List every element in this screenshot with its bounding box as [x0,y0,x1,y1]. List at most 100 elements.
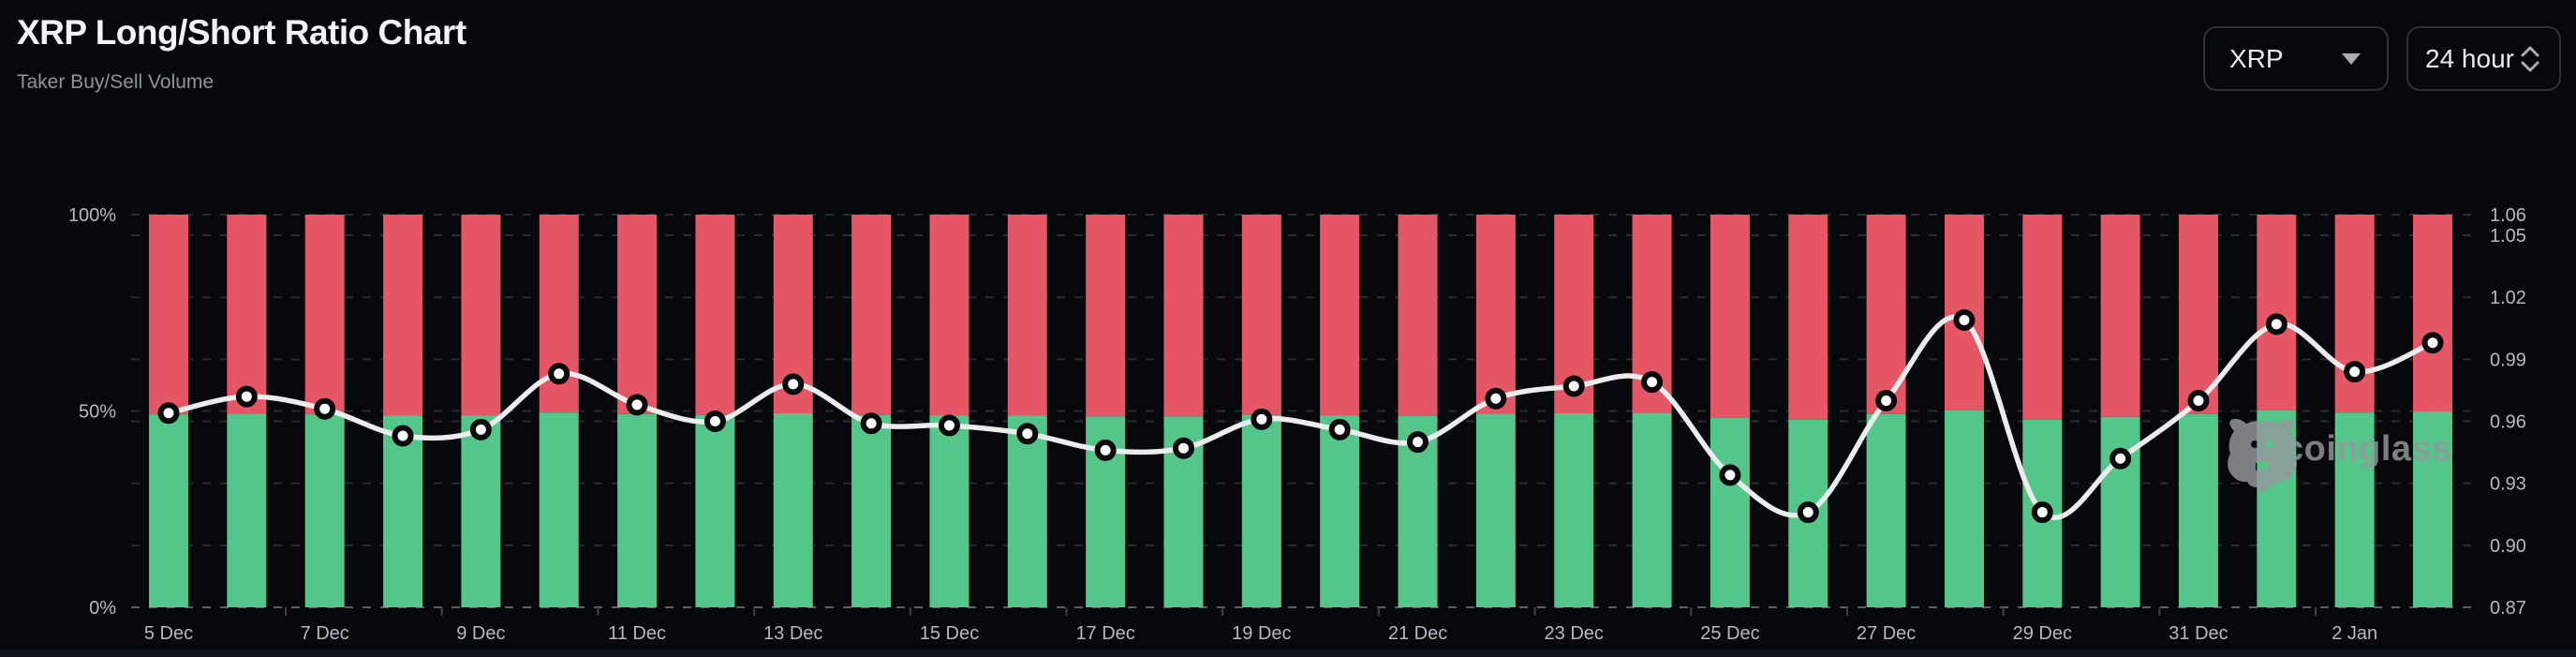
bar-long[interactable] [1320,415,1360,607]
ratio-marker[interactable] [1407,431,1429,454]
x-axis-tick-label: 5 Dec [144,623,193,644]
ratio-marker[interactable] [938,414,960,437]
ratio-marker[interactable] [860,412,882,435]
right-axis-tick-label: 0.96 [2490,412,2526,433]
bar-short[interactable] [2022,215,2063,420]
right-axis-tick-label: 0.87 [2490,598,2526,619]
chevron-down-icon [2342,52,2361,65]
right-axis-tick-label: 0.90 [2490,536,2526,557]
bar-long[interactable] [149,414,188,607]
bar-long[interactable] [1475,413,1516,607]
bar-short[interactable] [695,215,735,415]
bar-short[interactable] [1475,215,1516,414]
watermark: coinglass [2228,418,2452,492]
bar-short[interactable] [1163,215,1204,417]
bar-short[interactable] [227,215,267,414]
bar-long[interactable] [227,413,267,607]
bar-long[interactable] [304,414,345,607]
coinglass-bull-icon [2228,418,2297,492]
bar-short[interactable] [2413,215,2453,411]
bar-short[interactable] [1241,215,1281,415]
ratio-marker[interactable] [2110,447,2132,470]
ratio-marker[interactable] [2421,332,2444,354]
ratio-marker[interactable] [469,418,492,440]
ratio-marker[interactable] [157,402,180,425]
bar-short[interactable] [1007,215,1047,416]
bar-long[interactable] [929,415,970,607]
bar-long[interactable] [1241,414,1281,607]
bar-long[interactable] [1710,417,1750,607]
bar-short[interactable] [929,215,970,416]
bar-long[interactable] [1632,412,1672,607]
ratio-marker[interactable] [548,363,570,385]
x-axis-tick-label: 23 Dec [1545,623,1604,644]
bar-long[interactable] [461,415,501,607]
ratio-marker[interactable] [2265,313,2287,336]
bar-long[interactable] [2100,416,2140,607]
bar-short[interactable] [2257,215,2297,411]
bar-short[interactable] [149,215,188,415]
bar-long[interactable] [2413,411,2453,607]
ratio-marker[interactable] [1485,387,1507,410]
x-axis-tick-label: 9 Dec [456,623,505,644]
ratio-marker[interactable] [2187,389,2210,411]
bar-short[interactable] [1710,215,1750,418]
ratio-marker[interactable] [314,397,336,420]
ratio-marker[interactable] [1875,389,1898,411]
right-axis-tick-label: 1.02 [2490,288,2526,308]
left-axis-tick-label: 0% [89,598,116,619]
ratio-marker[interactable] [703,411,726,433]
bar-short[interactable] [383,215,423,416]
bar-long[interactable] [617,413,658,607]
bar-short[interactable] [304,215,345,415]
ratio-marker[interactable] [1328,418,1351,440]
right-axis-tick-label: 0.99 [2490,350,2526,370]
ratio-marker[interactable] [626,394,648,416]
bar-short[interactable] [1320,215,1360,416]
ratio-marker[interactable] [1172,437,1194,459]
bar-long[interactable] [383,415,423,607]
bar-long[interactable] [851,414,892,607]
bar-short[interactable] [1398,215,1438,416]
right-axis-tick-label: 1.05 [2490,226,2526,246]
ratio-marker[interactable] [1251,408,1273,430]
bar-short[interactable] [461,215,501,416]
ratio-marker[interactable] [1953,308,1976,331]
bar-long[interactable] [1554,413,1594,607]
page-title: XRP Long/Short Ratio Chart [17,13,466,52]
bar-long[interactable] [539,412,579,607]
ratio-marker[interactable] [782,373,805,396]
symbol-select[interactable]: XRP [2203,26,2389,91]
ratio-marker[interactable] [1562,375,1585,397]
ratio-marker[interactable] [1719,464,1741,486]
bar-long[interactable] [1866,413,1906,607]
bar-short[interactable] [2100,215,2140,417]
watermark-text: coinglass [2284,429,2452,469]
bar-long[interactable] [1007,415,1047,607]
bar-long[interactable] [2334,412,2375,607]
bar-long[interactable] [1944,410,1984,607]
ratio-marker[interactable] [1641,371,1664,394]
left-axis-tick-label: 50% [79,402,116,423]
ratio-line-layer [166,314,2435,520]
bar-short[interactable] [1788,215,1828,420]
bar-long[interactable] [2178,413,2218,607]
ratio-marker[interactable] [235,385,258,408]
bar-short[interactable] [1086,215,1126,417]
x-axis-tick-label: 11 Dec [608,623,666,644]
bar-short[interactable] [851,215,892,415]
bar-long[interactable] [773,413,813,607]
bar-short[interactable] [2178,215,2218,414]
x-axis-tick-label: 25 Dec [1700,623,1759,644]
bar-short[interactable] [617,215,658,414]
bar-long[interactable] [695,414,735,607]
ratio-marker[interactable] [1016,423,1039,445]
ratio-marker[interactable] [1797,501,1819,524]
bar-short[interactable] [2334,215,2375,413]
ratio-marker[interactable] [1094,439,1117,461]
ratio-marker[interactable] [2031,501,2053,524]
interval-select[interactable]: 24 hour [2406,26,2561,91]
ratio-marker[interactable] [2344,361,2366,383]
ratio-marker[interactable] [392,425,414,447]
